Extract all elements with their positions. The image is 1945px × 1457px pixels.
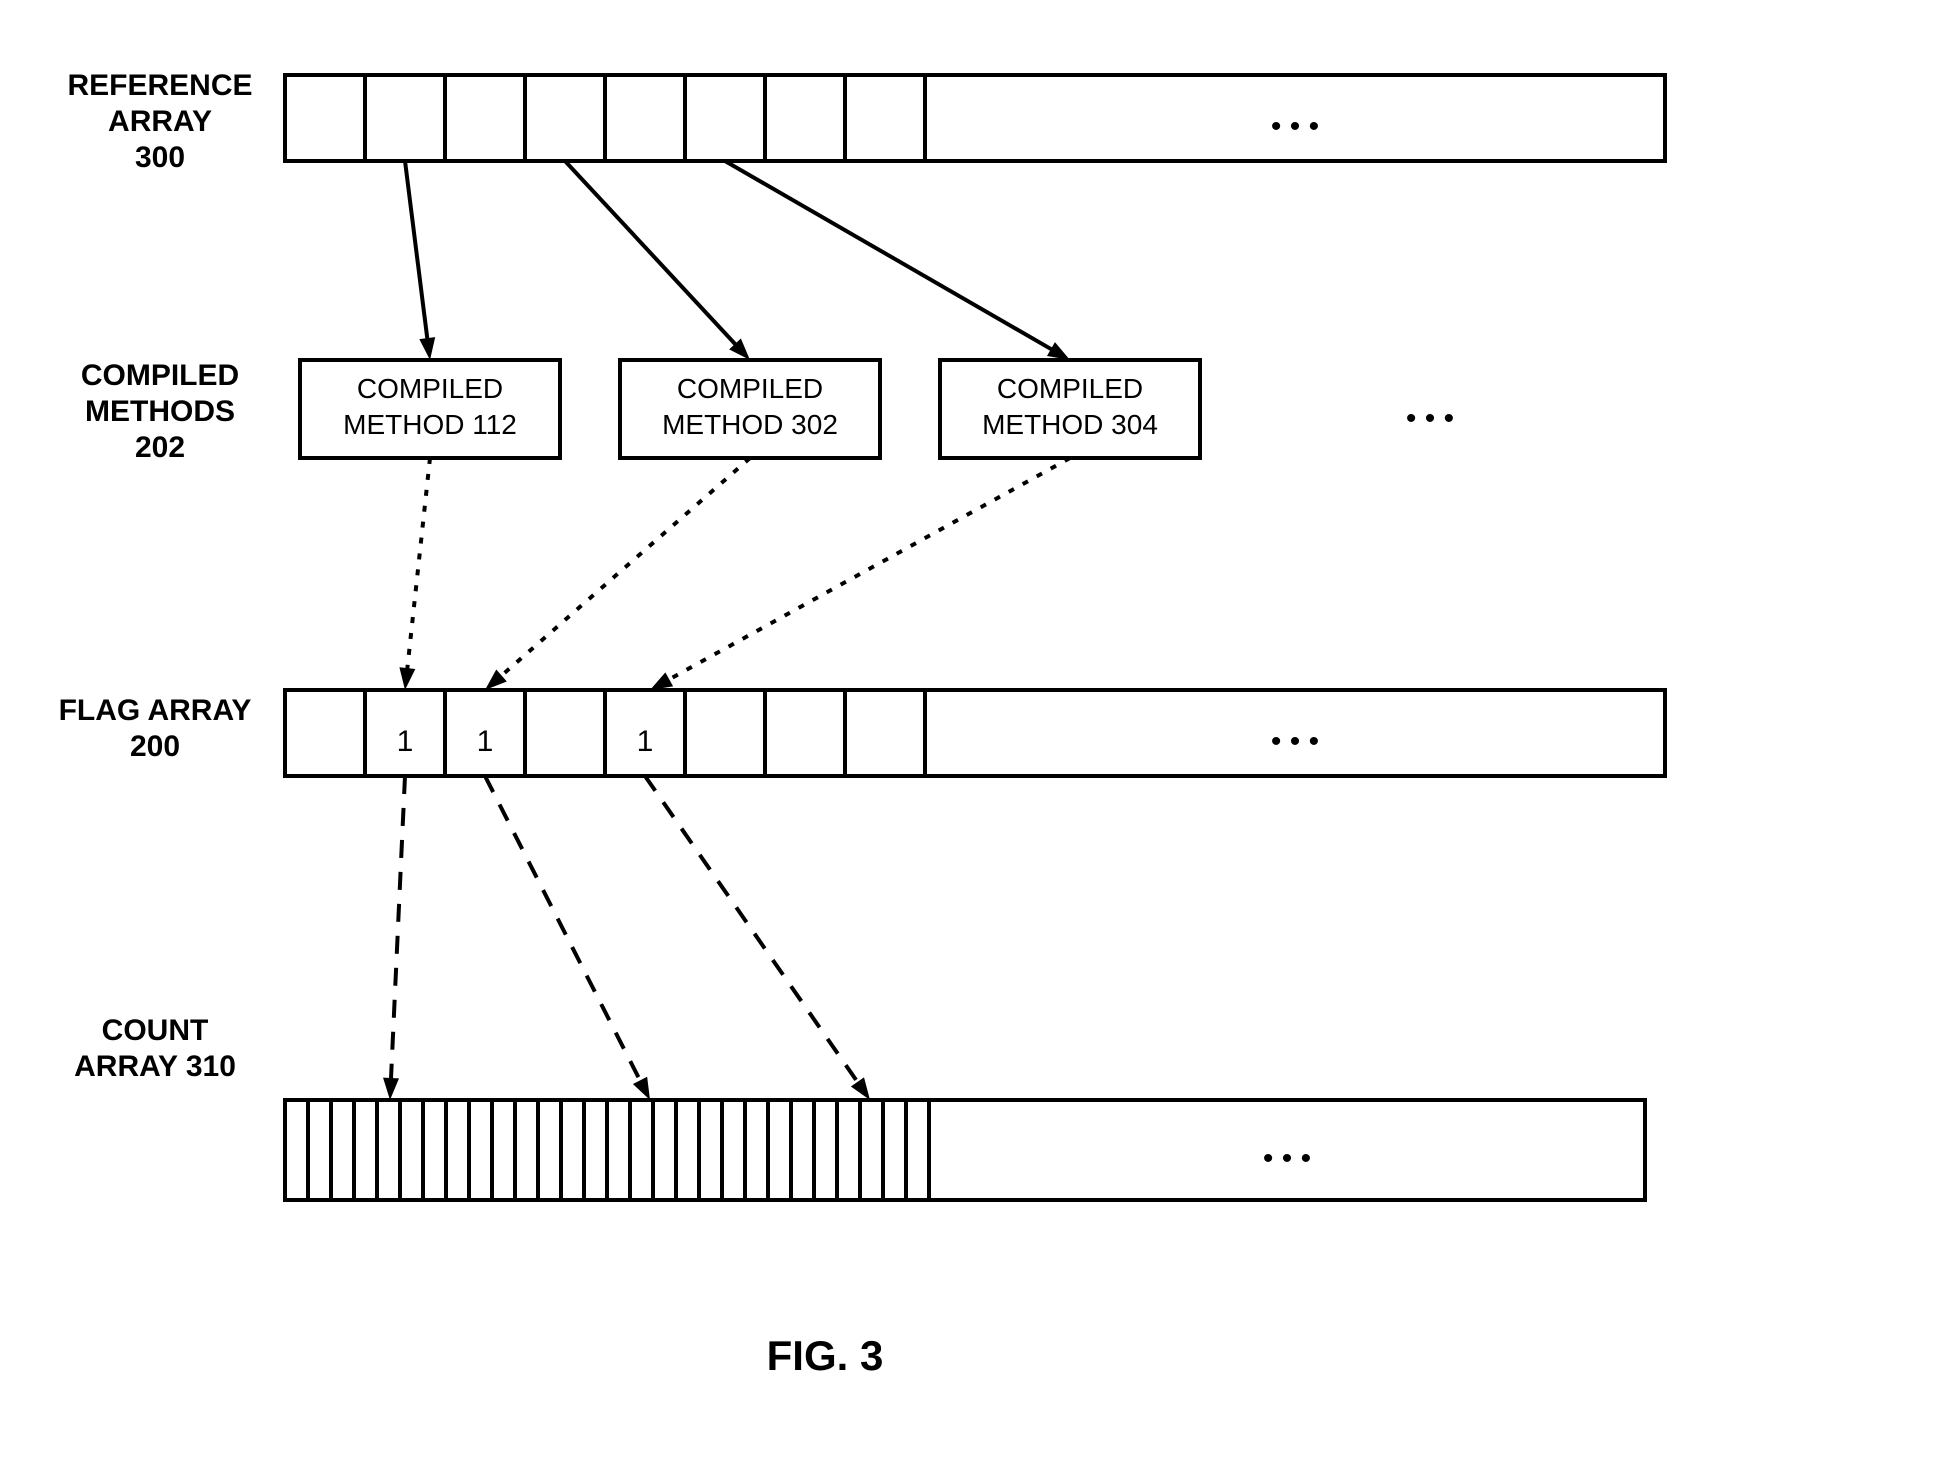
compiled-method-line2: METHOD 302: [662, 409, 838, 440]
count-array: • • •: [285, 1100, 1645, 1200]
diagram-canvas: • • • COMPILED METHOD 112 COMPILED METHOD 30…: [0, 0, 1945, 1457]
ellipsis: • • •: [1271, 725, 1319, 758]
label-compiled-methods-row: COMPILED: [81, 359, 239, 392]
label-reference-array-row: 300: [135, 141, 185, 174]
label-reference-array-row: ARRAY: [108, 105, 212, 138]
reference-array: • • •: [285, 75, 1665, 161]
label-flag-array-row: FLAG ARRAY: [59, 694, 252, 727]
flag-cell-value: 1: [477, 725, 494, 758]
flag-array: 1 1 1 • • •: [285, 690, 1665, 776]
ellipsis: • • •: [1271, 110, 1319, 143]
ellipsis: • • •: [1263, 1142, 1311, 1175]
arrows: [383, 161, 1070, 1100]
label-count-array-row: ARRAY 310: [74, 1050, 236, 1083]
figure-title: FIG. 3: [767, 1332, 884, 1379]
ellipsis: • • •: [1406, 402, 1454, 435]
compiled-method-box: COMPILED METHOD 302: [620, 360, 880, 458]
compiled-method-line1: COMPILED: [997, 373, 1143, 404]
label-count-array: COUNTARRAY 310: [74, 1014, 236, 1083]
compiled-methods-row: COMPILEDMETHOD 112COMPILEDMETHOD 302COMP…: [300, 360, 1454, 458]
compiled-method-line1: COMPILED: [677, 373, 823, 404]
label-reference-array-row: REFERENCE: [67, 69, 252, 102]
flag-cell-value: 1: [637, 725, 654, 758]
flag-cell-value: 1: [397, 725, 414, 758]
compiled-method-box: COMPILED METHOD 112: [300, 360, 560, 458]
label-flag-array: FLAG ARRAY200: [59, 694, 252, 763]
label-compiled-methods: COMPILEDMETHODS202: [81, 359, 239, 464]
label-flag-array-row: 200: [130, 730, 180, 763]
compiled-method-box: COMPILED METHOD 304: [940, 360, 1200, 458]
compiled-method-line2: METHOD 304: [982, 409, 1158, 440]
compiled-method-line2: METHOD 112: [343, 409, 517, 440]
label-compiled-methods-row: 202: [135, 431, 185, 464]
label-count-array-row: COUNT: [102, 1014, 209, 1047]
label-reference-array: REFERENCEARRAY300: [67, 69, 252, 174]
label-compiled-methods-row: METHODS: [85, 395, 235, 428]
compiled-method-line1: COMPILED: [357, 373, 503, 404]
